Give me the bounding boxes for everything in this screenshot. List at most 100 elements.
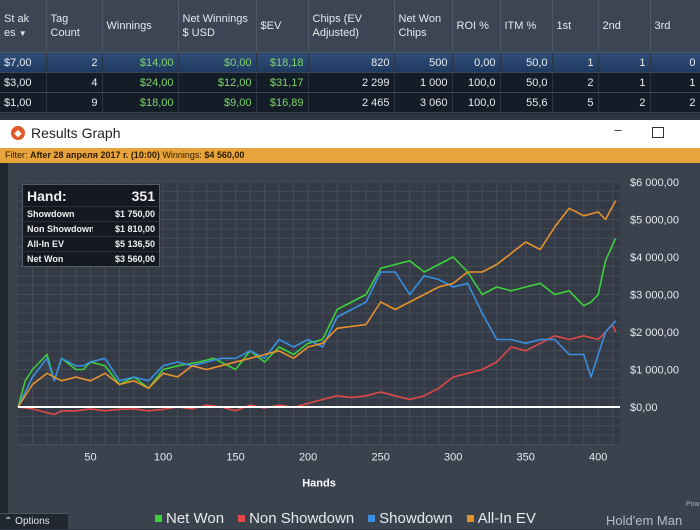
powered-by-text: Pow: [686, 501, 700, 508]
y-tick-label: $0,00: [630, 402, 658, 414]
series-line-all-in-ev: [17, 200, 617, 408]
hand-row-value: $3 560,00: [114, 254, 155, 264]
column-header-winnings[interactable]: Winnings: [102, 0, 179, 53]
table-cell: 5: [552, 92, 599, 113]
table-cell: 0: [650, 52, 700, 73]
hand-row-label: All-In EV: [27, 239, 65, 249]
table-row[interactable]: $7,00 2 $14,00 $0,00 $18,18 820 500 0,00…: [0, 52, 700, 73]
window-title: Results Graph: [31, 125, 121, 141]
hand-row-label: Net Won: [27, 254, 64, 264]
table-cell: 1 000: [394, 72, 453, 93]
table-cell: 500: [394, 52, 453, 73]
table-cell: $7,00: [0, 52, 47, 73]
table-row[interactable]: $1,00 9 $18,00 $9,00 $16,89 2 465 3 060 …: [0, 92, 700, 113]
legend-swatch: [466, 514, 474, 522]
series-line-non-showdown: [17, 323, 617, 416]
x-tick-label: 50: [84, 452, 96, 464]
x-tick-label: 350: [517, 452, 535, 464]
y-tick-label: $5 000,00: [630, 215, 679, 227]
table-cell: 3 060: [394, 92, 453, 113]
filter-text: After 28 апреля 2017 г. (10:00): [30, 150, 160, 160]
hand-info-box: Hand: 351 Showdown $1 750,00 Non Showdown $…: [22, 184, 160, 267]
table-cell: $18,18: [256, 52, 309, 73]
series-line-showdown: [17, 271, 617, 408]
table-cell: 9: [46, 92, 103, 113]
poker-chip-icon: ◆: [11, 126, 25, 140]
hand-title: Hand:: [27, 188, 67, 204]
legend-swatch: [368, 514, 376, 522]
table-cell: $18,00: [102, 92, 179, 113]
column-header-ev[interactable]: $EV: [256, 0, 309, 53]
minimize-button[interactable]: –: [614, 122, 622, 137]
table-cell: 50,0: [500, 72, 553, 93]
table-cell: 2: [650, 92, 700, 113]
x-tick-label: 100: [154, 452, 172, 464]
table-cell: 55,6: [500, 92, 553, 113]
column-header-itm[interactable]: ITM %: [500, 0, 553, 53]
legend-item-showdown[interactable]: Showdown: [368, 508, 453, 528]
x-tick-label: 300: [444, 452, 462, 464]
filter-label: Filter:: [5, 150, 28, 160]
hand-row-value: $1 750,00: [114, 209, 155, 219]
table-cell: $1,00: [0, 92, 47, 113]
x-tick-label: 200: [299, 452, 317, 464]
table-cell: 2: [46, 52, 103, 73]
hand-row-label: Showdown: [27, 209, 75, 219]
table-cell: 2 299: [308, 72, 395, 93]
legend-item-non-showdown[interactable]: Non Showdown: [238, 508, 354, 528]
options-button[interactable]: ⌃ Options: [0, 513, 68, 529]
sort-down-icon: ▼: [18, 28, 27, 38]
x-tick-label: 400: [589, 452, 607, 464]
table-cell: $24,00: [102, 72, 179, 93]
hand-row-value: $1 810,00: [114, 224, 155, 234]
column-header-chips-ev[interactable]: Chips (EV Adjusted): [308, 0, 395, 53]
column-header-3rd[interactable]: 3rd: [650, 0, 700, 53]
table-cell: 1: [650, 72, 700, 93]
legend-swatch: [155, 514, 162, 522]
legend-item-all-in-ev[interactable]: All-In EV: [466, 508, 536, 528]
x-tick-label: 250: [371, 452, 389, 464]
filter-winnings-label: Winnings:: [162, 150, 202, 160]
table-header-row: St ak es ▼ Tag Count Winnings Net Winnin…: [0, 0, 700, 53]
results-chart[interactable]: $0,00 $1 000,00 $2 000,00 $3 000,00 $4 000,0…: [8, 163, 700, 529]
column-header-2nd[interactable]: 2nd: [598, 0, 651, 53]
y-tick-label: $2 000,00: [630, 327, 679, 339]
legend-item-net-won[interactable]: Net Won: [155, 508, 224, 528]
column-header-roi[interactable]: ROI %: [452, 0, 501, 53]
table-cell: 820: [308, 52, 395, 73]
brand-text: Hold'em Man: [606, 513, 683, 528]
table-cell: 100,0: [452, 92, 501, 113]
window-titlebar[interactable]: ◆ Results Graph –: [0, 120, 700, 148]
table-cell: $3,00: [0, 72, 47, 93]
filter-winnings-value: $4 560,00: [204, 150, 245, 160]
chart-legend: Net Won Non Showdown Showdown All-In EV: [155, 508, 536, 528]
results-graph-window: ◆ Results Graph – Filter: After 28 апрел…: [0, 120, 700, 529]
table-cell: 2 465: [308, 92, 395, 113]
x-tick-label: 150: [226, 452, 244, 464]
table-cell: 50,0: [500, 52, 553, 73]
table-row[interactable]: $3,00 4 $24,00 $12,00 $31,17 2 299 1 000…: [0, 72, 700, 93]
column-header-stakes[interactable]: St ak es ▼: [0, 0, 47, 53]
table-cell: 2: [598, 92, 651, 113]
table-cell: 100,0: [452, 72, 501, 93]
table-cell: $31,17: [256, 72, 309, 93]
left-panel-strip: [0, 163, 8, 529]
y-tick-label: $6 000,00: [630, 177, 679, 189]
column-header-1st[interactable]: 1st: [552, 0, 599, 53]
table-cell: 4: [46, 72, 103, 93]
table-cell: 1: [552, 52, 599, 73]
table-cell: 1: [598, 52, 651, 73]
chart-svg: $0,00 $1 000,00 $2 000,00 $3 000,00 $4 000,0…: [17, 177, 679, 490]
y-tick-label: $3 000,00: [630, 290, 679, 302]
table-cell: 1: [598, 72, 651, 93]
column-header-net-won-chips[interactable]: Net Won Chips: [394, 0, 453, 53]
x-axis-label: Hands: [302, 478, 336, 490]
table-cell: $16,89: [256, 92, 309, 113]
table-cell: $9,00: [178, 92, 257, 113]
column-header-net-winnings[interactable]: Net Winnings $ USD: [178, 0, 257, 53]
legend-swatch: [238, 514, 246, 522]
column-header-tag-count[interactable]: Tag Count: [46, 0, 103, 53]
maximize-button[interactable]: [652, 127, 664, 138]
hand-row-value: $5 136,50: [114, 239, 155, 249]
table-cell: $0,00: [178, 52, 257, 73]
